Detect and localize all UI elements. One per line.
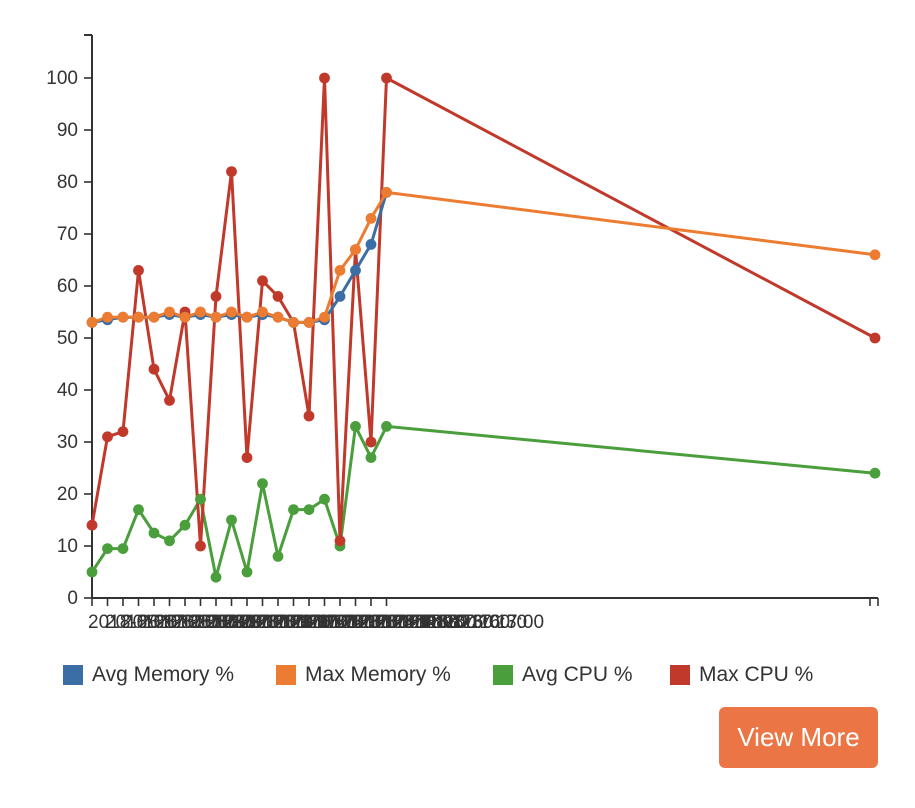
- svg-text:100: 100: [46, 68, 78, 89]
- svg-text:18:30: 18:30: [420, 612, 468, 633]
- svg-text:0: 0: [67, 588, 78, 609]
- svg-text:80: 80: [57, 172, 78, 193]
- svg-text:20: 20: [57, 484, 78, 505]
- svg-text:50: 50: [57, 328, 78, 349]
- svg-text:60: 60: [57, 276, 78, 297]
- svg-text:30: 30: [57, 432, 78, 453]
- svg-text:70: 70: [57, 224, 78, 245]
- svg-text:10: 10: [57, 536, 78, 557]
- svg-text:90: 90: [57, 120, 78, 141]
- svg-text:40: 40: [57, 380, 78, 401]
